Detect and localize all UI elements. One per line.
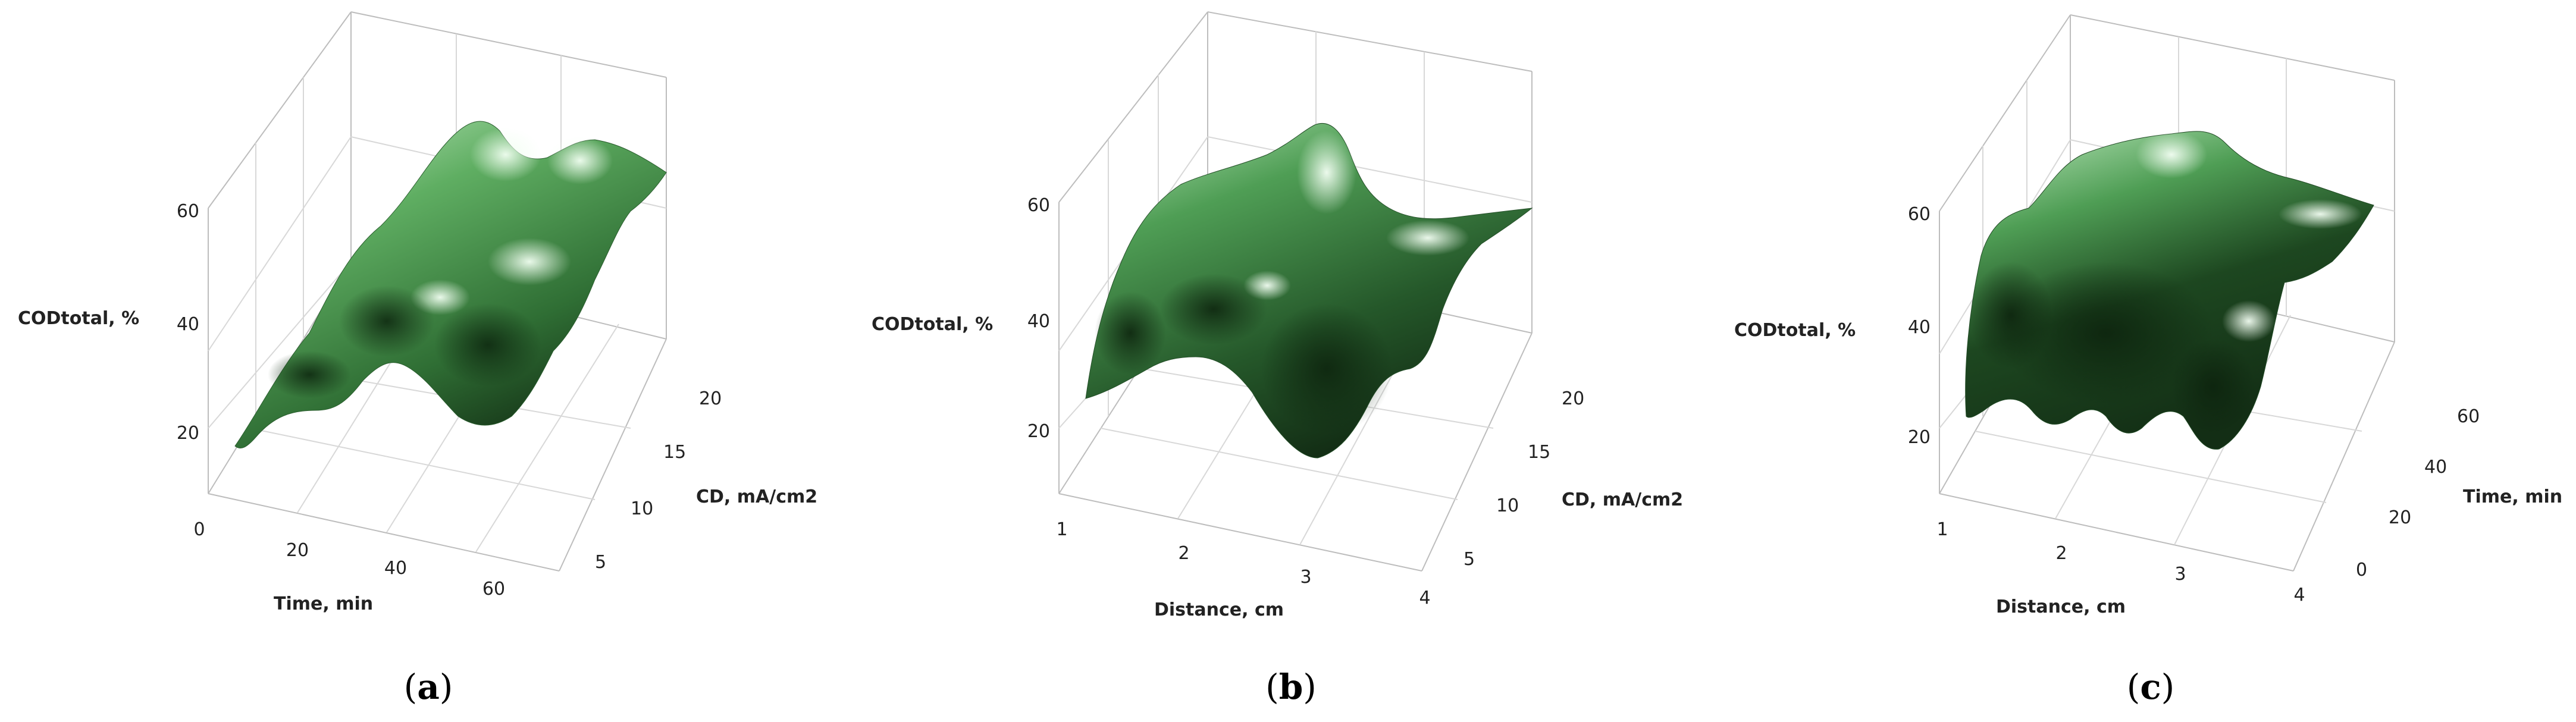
z-axis-label: CODtotal, % — [1734, 320, 1856, 341]
z-axis-c: 60 40 20 CODtotal, % — [1734, 204, 1931, 448]
y-tick-label: 20 — [1562, 388, 1584, 409]
z-tick-label: 40 — [1908, 317, 1931, 338]
x-tick-label: 2 — [2055, 543, 2067, 564]
panel-caption-b: (b) — [1265, 667, 1317, 707]
x-axis-label: Time, min — [274, 594, 373, 614]
panel-caption-a: (a) — [404, 667, 453, 707]
caption-letter: b — [1279, 667, 1303, 707]
x-tick-label: 20 — [286, 540, 309, 561]
x-axis-label: Distance, cm — [1996, 597, 2126, 617]
y-tick-label: 40 — [2424, 457, 2447, 478]
y-tick-label: 10 — [1496, 495, 1519, 516]
x-tick-label: 4 — [2293, 585, 2305, 605]
y-tick-label: 0 — [2356, 560, 2367, 580]
surface-plot-b: 60 40 20 CODtotal, % 1 2 3 4 Distance, c… — [857, 0, 1725, 722]
caption-close: ) — [1303, 667, 1317, 707]
x-tick-label: 1 — [1056, 519, 1067, 540]
z-tick-label: 60 — [1908, 204, 1931, 225]
caption-letter: a — [417, 667, 440, 707]
x-tick-label: 2 — [1178, 543, 1189, 564]
y-tick-label: 60 — [2457, 406, 2480, 427]
y-tick-label: 20 — [699, 388, 722, 409]
z-axis-label: CODtotal, % — [18, 308, 139, 329]
z-tick-label: 20 — [1027, 421, 1050, 442]
y-axis-label: CD, mA/cm2 — [696, 486, 817, 507]
panel-caption-c: (c) — [2127, 667, 2175, 707]
x-tick-label: 40 — [384, 558, 407, 579]
y-tick-label: 15 — [663, 442, 686, 463]
caption-close: ) — [440, 667, 453, 707]
caption-letter: c — [2140, 667, 2161, 707]
z-tick-label: 20 — [1908, 427, 1931, 448]
x-axis-b: 1 2 3 4 Distance, cm — [1056, 519, 1430, 620]
x-tick-label: 0 — [193, 519, 205, 540]
y-tick-label: 5 — [595, 552, 606, 573]
z-axis-label: CODtotal, % — [872, 314, 993, 335]
x-tick-label: 3 — [1300, 567, 1311, 588]
z-axis-b: 60 40 20 CODtotal, % — [872, 195, 1050, 442]
y-tick-label: 20 — [2389, 507, 2411, 528]
y-axis-b: 20 15 10 5 CD, mA/cm2 — [1464, 388, 1683, 570]
caption-open: ( — [2127, 667, 2141, 707]
x-axis-label: Distance, cm — [1154, 599, 1284, 620]
y-tick-label: 10 — [631, 498, 653, 519]
surface-plot-c: 60 40 20 CODtotal, % 1 2 3 4 Distance, c… — [1725, 0, 2576, 722]
x-axis-a: 0 20 40 60 Time, min — [193, 519, 505, 614]
y-axis-label: CD, mA/cm2 — [1562, 489, 1683, 510]
z-tick-label: 40 — [1027, 311, 1050, 332]
x-axis-c: 1 2 3 4 Distance, cm — [1936, 519, 2305, 617]
y-axis-a: 20 15 10 5 CD, mA/cm2 — [595, 388, 817, 573]
surface-c — [1965, 131, 2374, 450]
y-axis-c: 60 40 20 0 Time, min — [2356, 406, 2562, 580]
z-axis-a: 60 40 20 CODtotal, % — [18, 201, 199, 444]
x-tick-label: 4 — [1419, 588, 1430, 608]
z-tick-label: 60 — [1027, 195, 1050, 216]
y-axis-label: Time, min — [2463, 486, 2562, 507]
caption-close: ) — [2161, 667, 2175, 707]
caption-open: ( — [1265, 667, 1279, 707]
x-tick-label: 1 — [1936, 519, 1948, 540]
surface-plot-b-canvas: 60 40 20 CODtotal, % 1 2 3 4 Distance, c… — [872, 11, 1683, 707]
x-tick-label: 3 — [2174, 564, 2186, 585]
surface-plot-a-canvas: 60 40 20 CODtotal, % 0 20 40 60 Time, mi… — [18, 11, 817, 707]
surface-a — [234, 121, 667, 448]
surface-plot-a: 60 40 20 CODtotal, % 0 20 40 60 Time, mi… — [0, 0, 857, 722]
surface-plot-c-canvas: 60 40 20 CODtotal, % 1 2 3 4 Distance, c… — [1734, 14, 2562, 707]
y-tick-label: 5 — [1464, 549, 1475, 570]
z-tick-label: 20 — [177, 423, 199, 444]
x-tick-label: 60 — [482, 579, 505, 599]
y-tick-label: 15 — [1528, 442, 1550, 463]
surface-b — [1085, 123, 1533, 459]
z-tick-label: 60 — [177, 201, 199, 222]
z-tick-label: 40 — [177, 314, 199, 335]
caption-open: ( — [404, 667, 418, 707]
